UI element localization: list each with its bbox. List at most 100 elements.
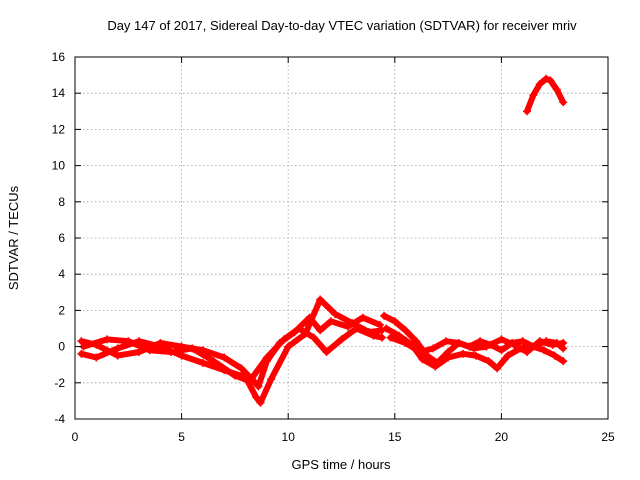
data-point [535, 337, 544, 346]
data-point [309, 333, 318, 342]
data-point [444, 353, 453, 362]
data-point [348, 319, 357, 328]
data-point [484, 357, 493, 366]
data-point [552, 85, 561, 94]
data-point [375, 320, 384, 329]
data-point [230, 371, 239, 380]
y-axis-label: SDTVAR / TECUs [6, 185, 21, 290]
data-point [166, 348, 175, 357]
data-point [518, 337, 527, 346]
data-point [124, 337, 133, 346]
data-point [382, 324, 391, 333]
data-point [284, 342, 293, 351]
y-tick-label: 0 [58, 340, 65, 354]
x-tick-label: 10 [282, 430, 296, 444]
data-point [77, 337, 86, 346]
y-tick-label: 4 [58, 267, 65, 281]
data-point [188, 344, 197, 353]
x-tick-label: 0 [72, 430, 79, 444]
data-point [209, 357, 218, 366]
y-tick-label: 2 [58, 303, 65, 317]
series-line-track-1 [78, 314, 383, 390]
data-point [540, 346, 549, 355]
data-point [316, 295, 325, 304]
data-point [559, 98, 568, 107]
y-tick-label: 10 [52, 159, 66, 173]
data-point [401, 338, 410, 347]
x-axis-label: GPS time / hours [292, 457, 391, 472]
data-point [252, 393, 261, 402]
data-point [559, 338, 568, 347]
y-tick-label: 14 [52, 86, 66, 100]
data-point [369, 331, 378, 340]
x-tick-label: 25 [601, 430, 615, 444]
x-tick-label: 20 [495, 430, 509, 444]
data-point [503, 351, 512, 360]
y-tick-label: 16 [52, 50, 66, 64]
data-point [352, 324, 361, 333]
y-tick-label: 6 [58, 231, 65, 245]
data-point [412, 337, 421, 346]
y-tick-label: -2 [54, 376, 65, 390]
data-point [198, 358, 207, 367]
y-tick-label: 12 [52, 122, 66, 136]
plot-frame [74, 56, 609, 420]
data-point [441, 337, 450, 346]
data-point [254, 382, 263, 391]
data-point [471, 351, 480, 360]
data-point [92, 353, 101, 362]
data-point [256, 398, 265, 407]
data-point [416, 348, 425, 357]
plot-series [77, 74, 568, 407]
data-point [386, 333, 395, 342]
data-point [522, 107, 531, 116]
data-point [358, 313, 367, 322]
grid [75, 57, 608, 419]
axis-ticks: 0 5 10 15 20 25 -4 -2 0 2 4 6 8 10 12 14 16 [52, 50, 615, 444]
y-tick-label: 8 [58, 195, 65, 209]
data-point [497, 335, 506, 344]
data-point [102, 335, 111, 344]
data-point [145, 346, 154, 355]
data-point [337, 335, 346, 344]
data-point [459, 349, 468, 358]
y-tick-label: -4 [54, 412, 65, 426]
chart-title: Day 147 of 2017, Sidereal Day-to-day VTE… [107, 18, 577, 33]
data-point [522, 348, 531, 357]
data-point [134, 348, 143, 357]
data-point [418, 355, 427, 364]
data-point [220, 353, 229, 362]
data-point [245, 376, 254, 385]
x-tick-label: 5 [178, 430, 185, 444]
data-point [390, 317, 399, 326]
data-point [113, 344, 122, 353]
data-point [316, 326, 325, 335]
data-point [510, 340, 519, 349]
data-point [429, 344, 438, 353]
data-point [542, 74, 551, 83]
series-line-track-3 [80, 325, 385, 384]
data-point [262, 353, 271, 362]
data-point [431, 362, 440, 371]
data-point [279, 335, 288, 344]
data-point [77, 349, 86, 358]
data-point [326, 317, 335, 326]
data-point [331, 310, 340, 319]
data-point [548, 340, 557, 349]
data-point [322, 348, 331, 357]
data-point [497, 346, 506, 355]
data-point [529, 91, 538, 100]
data-point [237, 364, 246, 373]
data-point [493, 364, 502, 373]
data-point [546, 76, 555, 85]
data-point [401, 326, 410, 335]
data-point [550, 351, 559, 360]
data-point [380, 311, 389, 320]
data-point [454, 338, 463, 347]
data-point [482, 342, 491, 351]
data-point [113, 351, 122, 360]
data-point [476, 337, 485, 346]
x-tick-label: 15 [388, 430, 402, 444]
data-point [294, 324, 303, 333]
